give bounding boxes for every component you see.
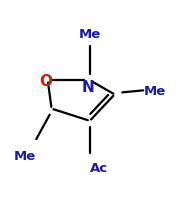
Text: N: N bbox=[82, 79, 94, 94]
Text: O: O bbox=[39, 73, 52, 88]
Text: Ac: Ac bbox=[90, 161, 108, 174]
Text: Me: Me bbox=[79, 28, 101, 41]
Text: Me: Me bbox=[14, 149, 36, 162]
Text: Me: Me bbox=[144, 84, 166, 97]
